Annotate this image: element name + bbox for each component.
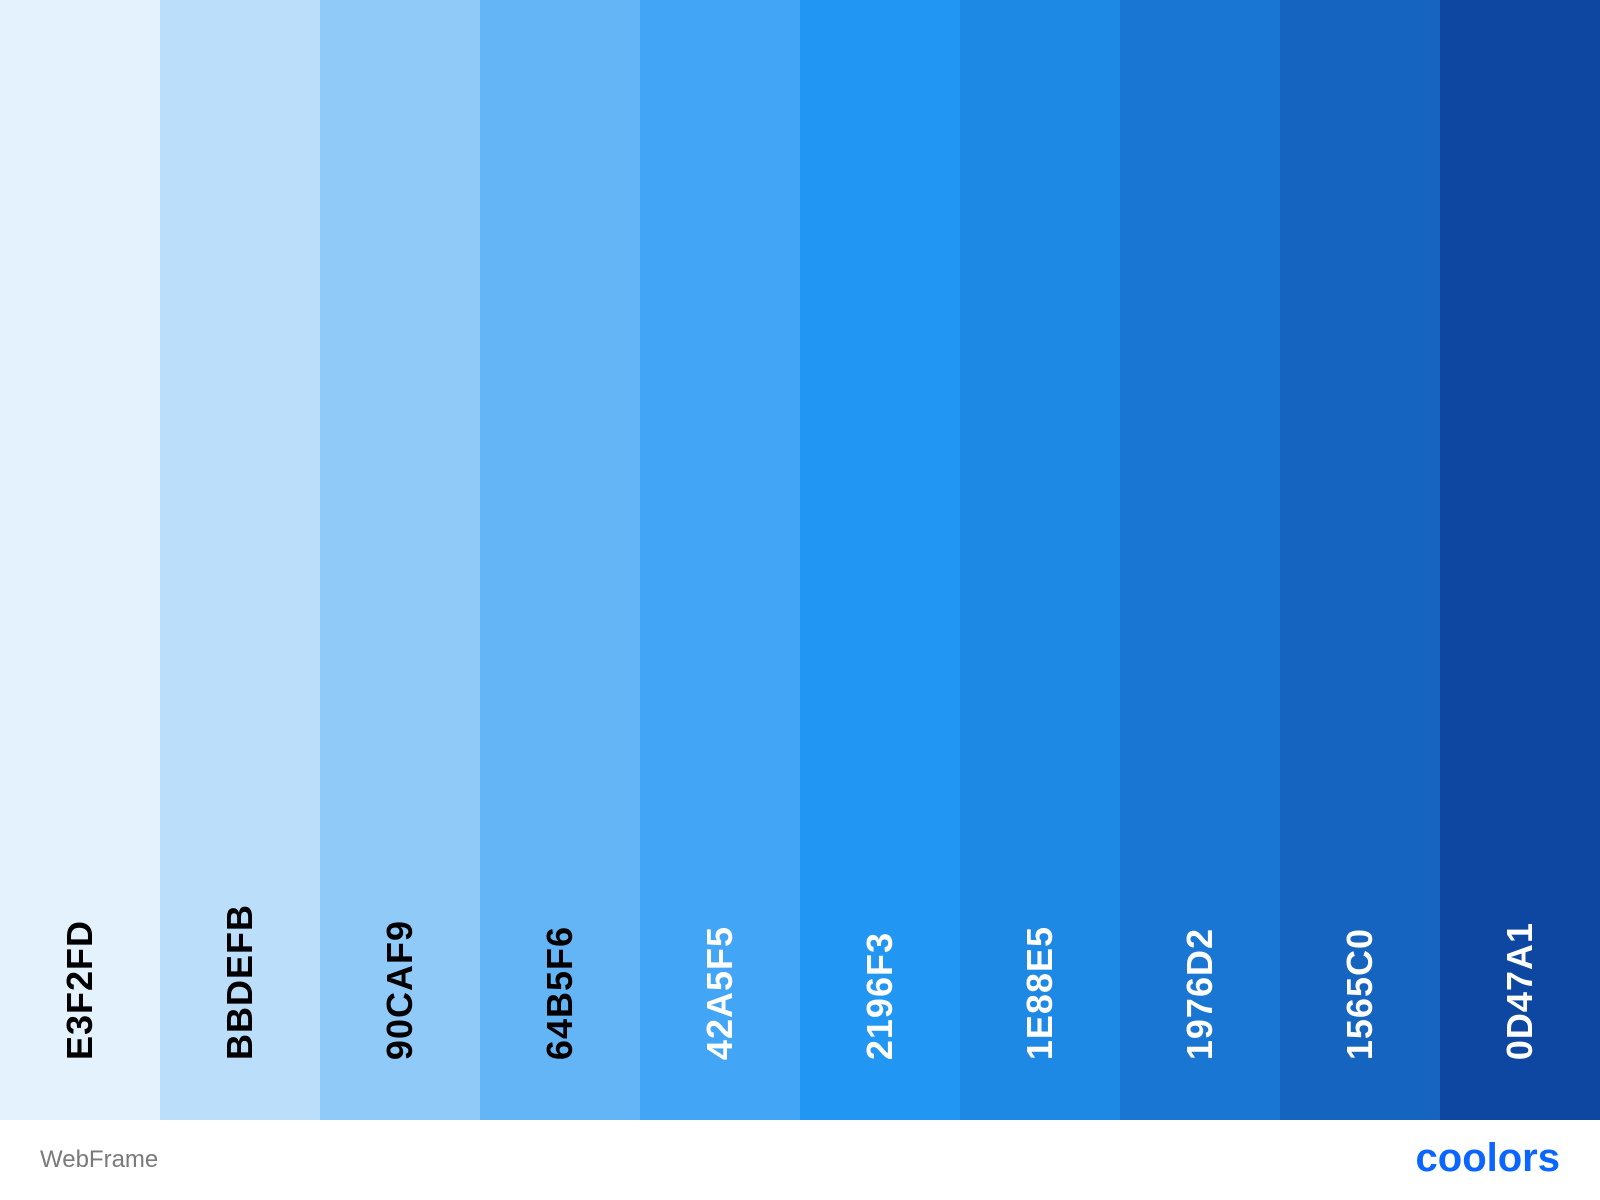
swatch-hex-code: BBDEFB bbox=[219, 904, 260, 1060]
swatch-hex-code: 1976D2 bbox=[1179, 927, 1220, 1060]
color-swatch-3[interactable]: 90CAF9 bbox=[320, 0, 480, 1120]
swatch-hex-code: 42A5F5 bbox=[699, 925, 740, 1060]
color-swatch-1[interactable]: E3F2FD bbox=[0, 0, 160, 1120]
color-swatch-8[interactable]: 1976D2 bbox=[1120, 0, 1280, 1120]
swatch-hex-code: 1E88E5 bbox=[1019, 925, 1060, 1060]
color-swatch-9[interactable]: 1565C0 bbox=[1280, 0, 1440, 1120]
color-swatch-2[interactable]: BBDEFB bbox=[160, 0, 320, 1120]
color-swatch-7[interactable]: 1E88E5 bbox=[960, 0, 1120, 1120]
color-swatch-6[interactable]: 2196F3 bbox=[800, 0, 960, 1120]
swatch-hex-code: 64B5F6 bbox=[539, 925, 580, 1060]
swatch-hex-code: 1565C0 bbox=[1339, 927, 1380, 1060]
footer-bar: WebFrame coolors bbox=[0, 1120, 1600, 1200]
coolors-logo[interactable]: coolors bbox=[1415, 1136, 1560, 1180]
color-swatch-10[interactable]: 0D47A1 bbox=[1440, 0, 1600, 1120]
color-swatch-4[interactable]: 64B5F6 bbox=[480, 0, 640, 1120]
swatch-hex-code: 0D47A1 bbox=[1499, 921, 1540, 1060]
swatch-hex-code: 2196F3 bbox=[859, 931, 900, 1060]
swatch-hex-code: 90CAF9 bbox=[379, 919, 420, 1060]
swatch-hex-code: E3F2FD bbox=[59, 919, 100, 1060]
color-swatch-5[interactable]: 42A5F5 bbox=[640, 0, 800, 1120]
color-palette: E3F2FD BBDEFB 90CAF9 64B5F6 42A5F5 2196F… bbox=[0, 0, 1600, 1120]
palette-title: WebFrame bbox=[40, 1146, 159, 1173]
